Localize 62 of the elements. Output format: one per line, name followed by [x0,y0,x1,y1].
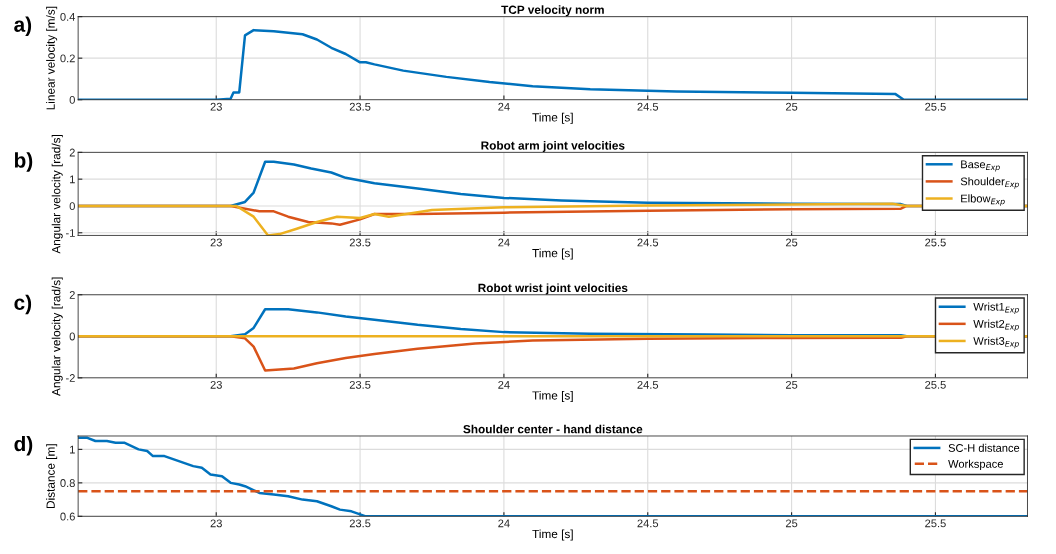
legend-label: Wrist1$_{Exp}$ [973,302,1019,314]
x-tick-label: 23 [210,380,222,389]
y-tick-label: 0 [69,95,75,104]
legend-label: Workspace [948,459,1003,471]
y-tick-label: 0 [69,202,75,211]
y-axis-title: Linear velocity [m/s] [46,6,58,110]
y-axis-title: Angular velocity [rad/s] [51,135,63,254]
x-tick-label: 25.5 [925,238,946,247]
legend-label: Wrist3$_{Exp}$ [973,336,1019,349]
text: b) [14,152,33,172]
x-tick-label: 24 [498,519,510,528]
x-tick-label: 23 [210,238,222,247]
x-tick-label: 24 [498,380,510,389]
x-tick-label: 25 [785,380,798,389]
chart-title: Shoulder center - hand distance [463,424,643,434]
y-axis-title: Distance [m] [46,444,58,508]
legend-label: Elbow$_{Exp}$ [961,194,1005,206]
x-tick-label: 23.5 [349,380,371,389]
legend-label: Base$_{Exp}$ [961,160,1000,172]
x-axis-title: Time [s] [532,112,573,124]
y-tick-label: 1 [70,445,75,454]
y-tick-label: 0.4 [60,12,76,21]
y-axis-title: Angular velocity [rad/s] [51,277,63,396]
y-tick-label: 0.2 [60,54,75,63]
y-tick-label: 2 [69,148,75,157]
x-tick-label: 24.5 [637,380,659,389]
legend-label: Wrist2$_{Exp}$ [973,319,1019,332]
legend-label: Shoulder$_{Exp}$ [960,177,1019,189]
x-tick-label: 24.5 [637,102,659,111]
text: a) [14,16,32,37]
y-tick-label: 0 [69,332,75,341]
x-axis-title: Time [s] [532,248,573,260]
x-tick-label: 25 [785,238,798,247]
legend-label: SC-H distance [948,443,1020,452]
x-tick-label: 23.5 [349,102,371,111]
x-tick-label: 23 [210,102,222,111]
y-tick-label: 0.6 [60,512,75,521]
y-tick-label: 1 [70,175,75,184]
chart-title: Robot arm joint velocities [481,141,625,153]
line-series [78,436,1028,517]
x-tick-label: 23.5 [349,519,371,528]
x-tick-label: 25.5 [925,380,946,389]
x-tick-label: 25 [785,102,798,111]
y-tick-label: -2 [65,374,75,382]
x-axis-title: Time [s] [532,529,573,541]
chart-title: Robot wrist joint velocities [478,283,628,295]
x-tick-label: 25.5 [925,519,946,528]
x-tick-label: 25.5 [925,102,946,111]
x-tick-label: 25 [785,519,798,528]
text: d) [14,436,33,456]
x-tick-label: 24 [498,238,510,247]
chart-title: TCP velocity norm [501,5,604,17]
x-tick-label: 23 [210,519,222,528]
y-tick-label: 2 [69,291,75,299]
y-tick-label: -1 [65,229,75,237]
x-tick-label: 24.5 [637,519,659,528]
y-tick-label: 0.8 [60,479,75,487]
x-axis-title: Time [s] [532,390,573,402]
x-tick-label: 24.5 [637,238,659,247]
text: c) [14,294,32,315]
x-tick-label: 23.5 [349,238,371,247]
x-tick-label: 24 [498,102,510,111]
